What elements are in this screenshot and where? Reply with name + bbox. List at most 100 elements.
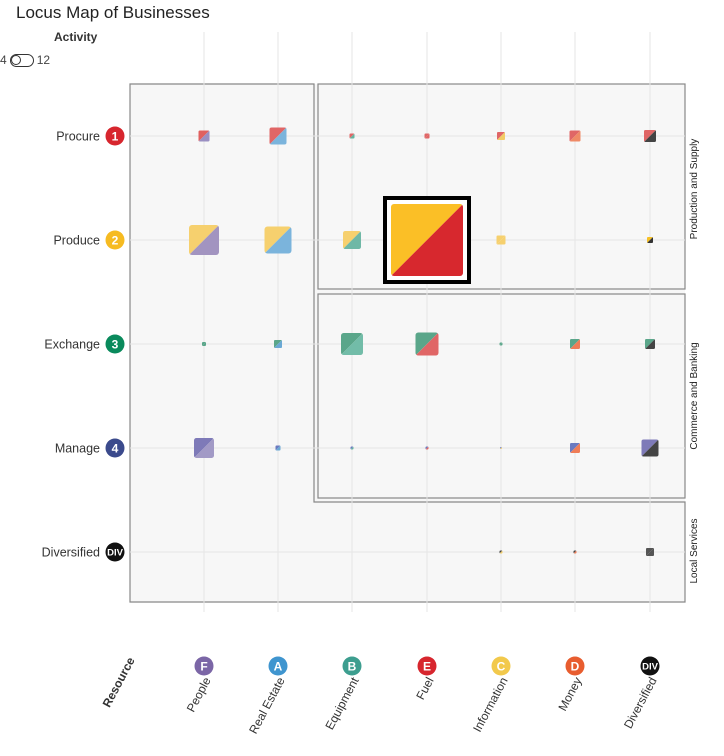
activity-toggle-switch[interactable] [9, 53, 34, 67]
heatmap-cell[interactable] [425, 446, 429, 450]
cell-lower-half [189, 225, 219, 255]
region-label: Local Services [689, 518, 700, 583]
heatmap-cell[interactable] [645, 339, 655, 349]
column-badge-label: C [497, 660, 506, 674]
row-badge-label: 4 [112, 442, 119, 456]
cell-lower-half [274, 340, 282, 348]
heatmap-cell[interactable] [424, 133, 430, 139]
column-badge-icon [640, 656, 660, 676]
heatmap-cell[interactable] [499, 550, 503, 554]
column-badge-label: F [200, 660, 207, 674]
cell-lower-half [500, 447, 502, 449]
row-badge-icon [105, 438, 125, 458]
heatmap-cell[interactable] [198, 130, 210, 142]
column-label: People [184, 675, 214, 715]
heatmap-cell[interactable] [570, 443, 580, 453]
column-label: Fuel [413, 675, 436, 702]
cell-lower-half [570, 339, 580, 349]
heatmap-cell[interactable] [349, 133, 355, 139]
heatmap-cell[interactable] [641, 439, 659, 457]
activity-min-label: 4 [0, 53, 7, 67]
column-badge-label: E [423, 660, 431, 674]
heatmap-cell[interactable] [415, 332, 439, 356]
cell-lower-half [415, 332, 439, 356]
row-label: Diversified [42, 546, 100, 560]
row-badge-icon [105, 542, 125, 562]
column-label: Diversified [621, 675, 660, 731]
column-badge-icon [417, 656, 437, 676]
cell-lower-half [569, 130, 581, 142]
column-badge-icon [565, 656, 585, 676]
region-local-services [129, 83, 686, 603]
cell-lower-half [349, 133, 355, 139]
row-badge-label: DIV [107, 548, 124, 559]
cell-lower-half [424, 133, 430, 139]
row-label: Procure [56, 130, 100, 144]
column-label: Money [555, 675, 584, 713]
column-badge-label: A [274, 660, 283, 674]
activity-label: Activity [54, 30, 98, 44]
column-label: Equipment [322, 674, 362, 732]
row-label: Exchange [44, 338, 100, 352]
heatmap-cell[interactable] [274, 340, 282, 348]
heatmap-cell[interactable] [644, 130, 656, 142]
heatmap-cell[interactable] [569, 130, 581, 142]
heatmap-cell[interactable] [500, 447, 502, 449]
heatmap-cell[interactable] [647, 237, 653, 243]
row-badge-icon [105, 126, 125, 146]
column-badge-icon [194, 656, 214, 676]
row-badge-icon [105, 334, 125, 354]
cell-lower-half [275, 445, 281, 451]
cell-lower-half [202, 342, 206, 346]
chart-title: Locus Map of Businesses [16, 3, 210, 22]
cell-lower-half [425, 446, 429, 450]
row-label: Produce [53, 234, 100, 248]
cell-lower-half [499, 342, 503, 346]
toggle-knob[interactable] [10, 54, 21, 65]
activity-max-label: 12 [36, 53, 51, 67]
heatmap-cell[interactable] [497, 132, 505, 140]
cell-lower-half [497, 132, 505, 140]
heatmap-cell[interactable] [189, 225, 219, 255]
heatmap-cell[interactable] [194, 438, 214, 458]
region-label: Production and Supply [689, 139, 700, 240]
cell-lower-half [343, 231, 361, 249]
cell-lower-half [350, 446, 354, 450]
cell-lower-half [264, 226, 292, 254]
heatmap-cell[interactable] [391, 204, 463, 276]
cell-lower-half [499, 550, 503, 554]
region-label: Commerce and Banking [689, 342, 700, 449]
cell-lower-half [194, 438, 214, 458]
heatmap-cell[interactable] [573, 550, 577, 554]
heatmap-cell[interactable] [350, 446, 354, 450]
cell-lower-half [570, 443, 580, 453]
heatmap-cell[interactable] [275, 445, 281, 451]
row-badge-label: 2 [112, 234, 119, 248]
column-badge-label: B [348, 660, 357, 674]
heatmap-cell[interactable] [646, 548, 654, 556]
row-label: Manage [55, 442, 100, 456]
heatmap-cell[interactable] [499, 342, 503, 346]
cell-lower-half [573, 550, 577, 554]
heatmap-cell[interactable] [341, 333, 363, 355]
heatmap-cell[interactable] [269, 127, 287, 145]
heatmap-cell[interactable] [264, 226, 292, 254]
heatmap-cell[interactable] [496, 235, 506, 245]
activity-toggle-control: 4 12 [0, 52, 50, 68]
heatmap-cell[interactable] [570, 339, 580, 349]
x-axis-title: Resource [100, 655, 138, 710]
row-badge-icon [105, 230, 125, 250]
cell-lower-half [496, 235, 506, 245]
cell-lower-half [391, 204, 463, 276]
heatmap-cell[interactable] [343, 231, 361, 249]
cell-lower-half [647, 237, 653, 243]
heatmap-cell[interactable] [202, 342, 206, 346]
cell-lower-half [198, 130, 210, 142]
cell-lower-half [644, 130, 656, 142]
column-badge-icon [268, 656, 288, 676]
column-label: Real Estate [246, 675, 288, 737]
cell-lower-half [341, 333, 363, 355]
cell-lower-half [645, 339, 655, 349]
column-label: Information [470, 675, 511, 735]
